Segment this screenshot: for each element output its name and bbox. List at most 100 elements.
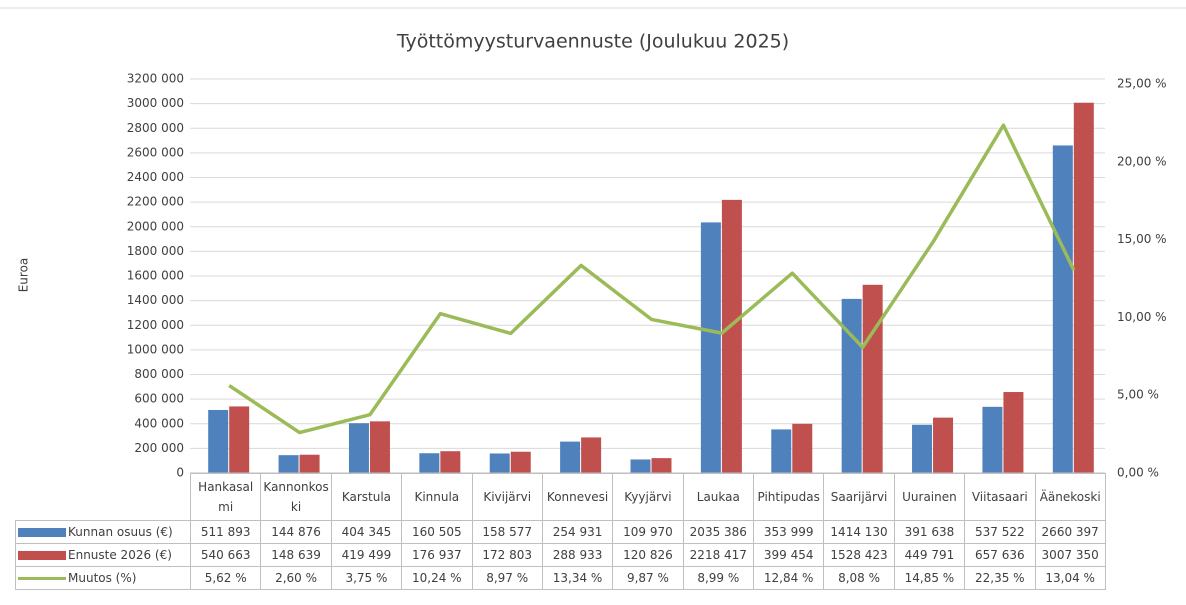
category-label: Hankasalmi [189, 473, 262, 521]
table-value: 14,85 % [893, 566, 966, 590]
table-value: 391 638 [893, 520, 966, 544]
y-tick-label: 1600 000 [127, 269, 184, 283]
table-value: 657 636 [964, 543, 1036, 567]
bar [510, 451, 531, 473]
bar [792, 423, 813, 473]
bar [489, 453, 510, 473]
legend-label: Muutos (%) [68, 571, 137, 585]
y-tick-label: 2400 000 [127, 170, 184, 184]
table-value: 540 663 [189, 543, 262, 567]
table-value: 109 970 [612, 520, 684, 544]
table-value: 537 522 [964, 520, 1036, 544]
y-tick-label: 2200 000 [127, 195, 184, 209]
bar [982, 406, 1003, 473]
bar [581, 437, 602, 473]
category-label: Viitasaari [964, 473, 1036, 521]
data-table: Hankasalmi Kannonkoski Karstula Kinnula Kivi… [15, 473, 1106, 590]
y-tick-label: 1000 000 [127, 342, 184, 356]
y-tick-label: 200 000 [134, 441, 184, 455]
table-value: 353 999 [752, 520, 825, 544]
legend-cell: Kunnan osuus (€) [15, 520, 191, 544]
legend-swatch [18, 528, 66, 537]
legend-swatch [18, 577, 66, 580]
bar [369, 421, 390, 473]
legend-swatch [18, 551, 66, 560]
table-value: 2660 397 [1034, 520, 1106, 544]
bar [229, 406, 250, 473]
table-value: 160 505 [401, 520, 473, 544]
table-value: 419 499 [330, 543, 403, 567]
bar [651, 458, 672, 473]
legend-label: Ennuste 2026 (€) [68, 548, 172, 562]
y-axis-title: Euroa [17, 258, 31, 293]
table-value: 148 639 [260, 543, 332, 567]
bar [862, 284, 883, 473]
bar [440, 451, 461, 473]
category-label: Kivijärvi [471, 473, 543, 521]
blank-cell [15, 473, 191, 521]
bar [1052, 145, 1073, 474]
y-tick-label: 3200 000 [127, 72, 184, 86]
table-value: 10,24 % [401, 566, 473, 590]
bar [912, 424, 933, 473]
bar [700, 222, 721, 473]
bar [841, 298, 862, 473]
y-tick-label: 400 000 [134, 416, 184, 430]
legend-label: Kunnan osuus (€) [68, 525, 173, 539]
chart-title: Työttömyysturvaennuste (Joulukuu 2025) [396, 31, 789, 53]
table-row: Ennuste 2026 (€) 540 663 148 639 419 499 176… [15, 543, 1106, 567]
bar [299, 454, 320, 473]
table-value: 2035 386 [682, 520, 755, 544]
y-tick-label: 1400 000 [127, 293, 184, 307]
table-value: 2,60 % [260, 566, 332, 590]
table-value: 511 893 [189, 520, 262, 544]
table-value: 3007 350 [1034, 543, 1106, 567]
table-value: 399 454 [752, 543, 825, 567]
table-value: 288 933 [541, 543, 614, 567]
y-tick-label: 1800 000 [127, 244, 184, 258]
table-value: 13,34 % [541, 566, 614, 590]
table-row: Kunnan osuus (€) 511 893 144 876 404 345 160… [15, 520, 1106, 544]
table-value: 1528 423 [823, 543, 895, 567]
category-label: Karstula [330, 473, 403, 521]
category-label: Saarijärvi [823, 473, 895, 521]
category-label: Uurainen [893, 473, 966, 521]
legend-cell: Ennuste 2026 (€) [15, 543, 191, 567]
category-label: Konnevesi [541, 473, 614, 521]
y-tick-label: 600 000 [134, 392, 184, 406]
table-value: 144 876 [260, 520, 332, 544]
table-value: 404 345 [330, 520, 403, 544]
table-value: 449 791 [893, 543, 966, 567]
y-tick-label: 3000 000 [127, 96, 184, 110]
y-tick-label: 0 [176, 466, 184, 480]
y-tick-label: 800 000 [134, 367, 184, 381]
y2-tick-label: 10,00 % [1117, 310, 1167, 324]
table-value: 158 577 [471, 520, 543, 544]
category-label: Pihtipudas [752, 473, 825, 521]
table-row: Muutos (%) 5,62 % 2,60 % 3,75 % 10,24 % 8,97 … [15, 566, 1106, 590]
table-value: 254 931 [541, 520, 614, 544]
bar [771, 429, 792, 473]
bar [348, 423, 369, 473]
table-value: 8,08 % [823, 566, 895, 590]
table-value: 8,97 % [471, 566, 543, 590]
bar [1073, 102, 1094, 473]
table-value: 2218 417 [682, 543, 755, 567]
table-value: 3,75 % [330, 566, 403, 590]
table-value: 8,99 % [682, 566, 755, 590]
category-label: Kinnula [401, 473, 473, 521]
table-value: 12,84 % [752, 566, 825, 590]
bar [419, 453, 440, 473]
bar [1003, 392, 1024, 473]
table-value: 172 803 [471, 543, 543, 567]
y2-tick-label: 15,00 % [1117, 232, 1167, 246]
table-value: 22,35 % [964, 566, 1036, 590]
table-value: 176 937 [401, 543, 473, 567]
y2-tick-label: 20,00 % [1117, 154, 1167, 168]
y-tick-label: 2600 000 [127, 145, 184, 159]
table-value: 13,04 % [1034, 566, 1106, 590]
bar [933, 417, 954, 473]
bar [721, 199, 742, 473]
table-value: 9,87 % [612, 566, 684, 590]
